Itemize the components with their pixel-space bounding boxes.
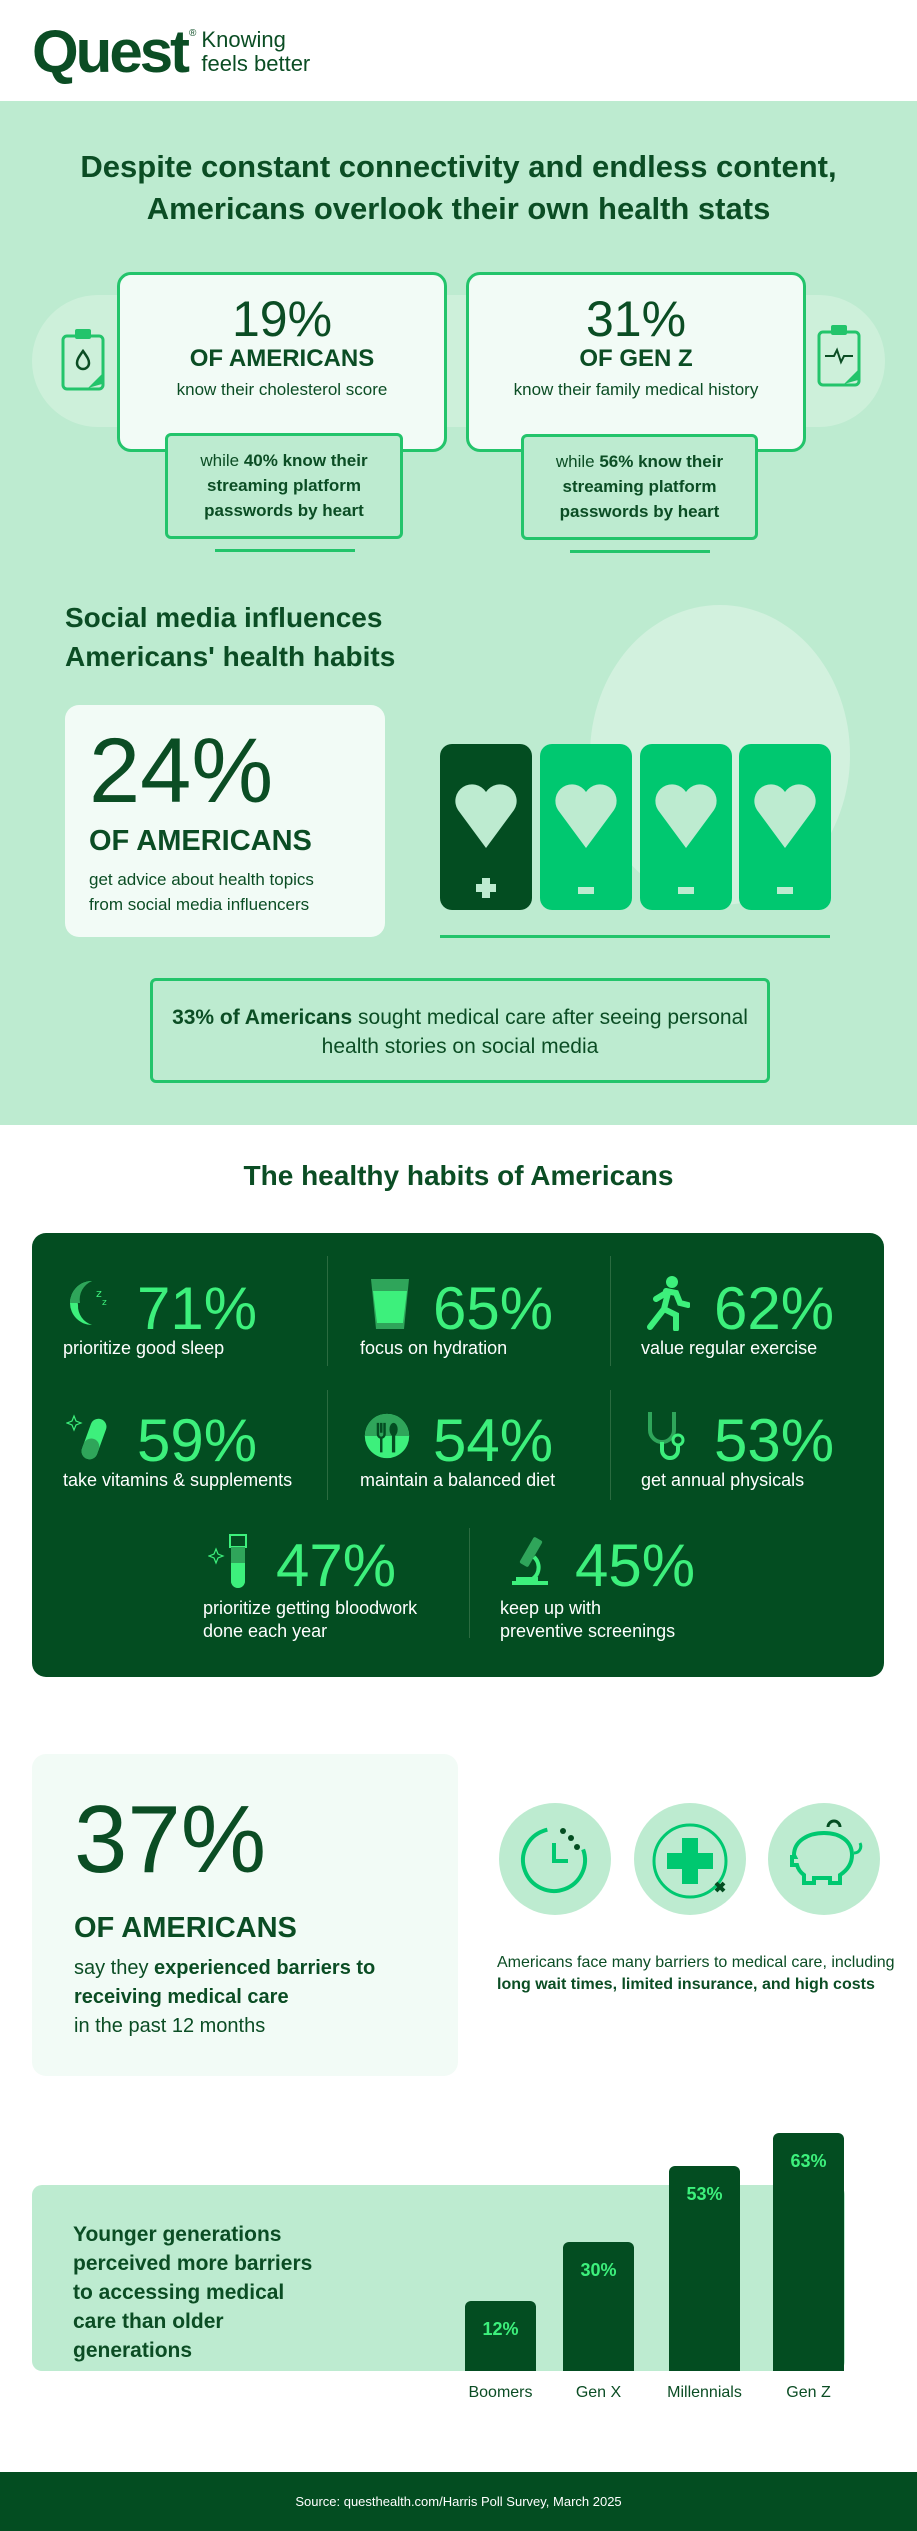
habit-label: maintain a balanced diet xyxy=(360,1470,556,1490)
stat-description: say they experienced barriers to receivi… xyxy=(74,1957,376,2037)
bar-millennials: 53% xyxy=(669,2166,740,2371)
bar-category-label: Boomers xyxy=(468,2384,533,2401)
bar-value-label: 63% xyxy=(790,2151,827,2172)
logo-registered: ® xyxy=(189,28,197,39)
stat-description: know their family medical history xyxy=(513,380,759,399)
bar-value-label: 30% xyxy=(580,2260,617,2280)
habit-percent: 47% xyxy=(276,1532,397,1599)
stat-percent: 19% xyxy=(231,291,333,347)
divider xyxy=(610,1390,611,1500)
stat-card-influencers: 24% OF AMERICANS get advice about health… xyxy=(65,705,385,937)
stat-group: OF AMERICANS xyxy=(74,1912,297,1944)
clipboard-drop-icon xyxy=(61,329,105,391)
divider xyxy=(327,1390,328,1500)
stat-group: OF AMERICANS xyxy=(89,825,312,857)
habit-label: prioritize getting bloodwork done each ye… xyxy=(203,1598,418,1641)
habit-percent: 53% xyxy=(714,1407,835,1474)
habit-label: take vitamins & supplements xyxy=(63,1470,293,1490)
phone xyxy=(540,744,632,910)
svg-text:z: z xyxy=(102,1298,107,1308)
habit-percent: 54% xyxy=(433,1407,554,1474)
heart-icon xyxy=(754,784,816,894)
clock-icon xyxy=(499,1803,611,1915)
phone xyxy=(739,744,831,910)
social-care-note: 33% of Americans sought medical care aft… xyxy=(150,978,770,1083)
habit-label: keep up with preventive screenings xyxy=(500,1598,676,1641)
intro-title: Despite constant connectivity and endles… xyxy=(80,149,837,226)
water-glass-icon xyxy=(371,1279,409,1329)
barriers-note: Americans face many barriers to medical … xyxy=(497,1954,895,1993)
habits-title: The healthy habits of Americans xyxy=(243,1160,674,1191)
stat-percent: 31% xyxy=(585,291,687,347)
bar-value-label: 12% xyxy=(482,2319,519,2340)
quest-logo: Quest ® Knowing feels better xyxy=(32,22,310,82)
microscope-icon xyxy=(512,1537,548,1585)
logo-tagline: Knowing feels better xyxy=(201,28,310,76)
bar-value-label: 53% xyxy=(686,2184,723,2205)
moon-sleep-icon: zz xyxy=(70,1281,107,1325)
habit-label: get annual physicals xyxy=(641,1470,805,1490)
stat-description: get advice about health topics from soci… xyxy=(89,870,314,914)
test-tube-icon xyxy=(208,1534,247,1588)
stat-card-barriers: 37% OF AMERICANS say they experienced ba… xyxy=(32,1754,458,2076)
divider xyxy=(469,1528,470,1638)
svg-text:z: z xyxy=(96,1287,102,1300)
habit-percent: 65% xyxy=(433,1275,554,1342)
habit-percent: 59% xyxy=(137,1407,258,1474)
stethoscope-icon xyxy=(648,1412,685,1460)
clipboard-heartbeat-icon xyxy=(817,325,861,387)
piggy-bank-icon xyxy=(768,1803,880,1915)
habit-percent: 71% xyxy=(137,1275,258,1342)
stat-group: OF GEN Z xyxy=(579,345,693,372)
comparison-box-passwords: while 56% know their streaming platform … xyxy=(521,434,758,540)
footer-source: Source: questhealth.com/Harris Poll Surv… xyxy=(0,2472,917,2531)
bar-category-label: Gen Z xyxy=(786,2384,831,2401)
heart-icon xyxy=(555,784,617,894)
tagline-line-1: Knowing xyxy=(201,27,286,52)
divider xyxy=(610,1256,611,1366)
stat-description: know their cholesterol score xyxy=(176,380,388,399)
running-person-icon xyxy=(647,1276,690,1331)
medical-cross-x-icon xyxy=(634,1803,746,1915)
logo-wordmark: Quest xyxy=(32,18,190,85)
stat-card-family-history: 31% OF GEN Z know their family medical h… xyxy=(466,272,806,452)
divider xyxy=(327,1256,328,1366)
social-title: Social media influences Americans' health… xyxy=(65,602,396,672)
stat-percent: 24% xyxy=(89,720,274,822)
stat-percent: 37% xyxy=(74,1786,267,1893)
heart-icon xyxy=(655,784,717,894)
bar-category-label: Gen X xyxy=(575,2384,622,2401)
habit-label: prioritize good sleep xyxy=(63,1338,225,1358)
phone xyxy=(640,744,732,910)
divider xyxy=(570,550,710,553)
phone-highlighted xyxy=(440,744,532,910)
divider xyxy=(440,935,830,938)
habit-label: focus on hydration xyxy=(360,1338,508,1358)
bar-gen-x: 30% xyxy=(563,2242,634,2371)
habit-label: value regular exercise xyxy=(641,1338,818,1358)
chart-title: Younger generations perceived more barri… xyxy=(73,2223,313,2362)
stat-group: OF AMERICANS xyxy=(189,345,375,372)
habit-percent: 62% xyxy=(714,1275,835,1342)
comparison-box-passwords: while 40% know their streaming platform … xyxy=(165,433,403,539)
bar-boomers: 12% xyxy=(465,2301,536,2371)
divider xyxy=(215,549,355,552)
habit-percent: 45% xyxy=(575,1532,696,1599)
bar-gen-z: 63% xyxy=(773,2133,844,2371)
pill-icon xyxy=(66,1414,107,1460)
plate-utensils-icon xyxy=(364,1413,410,1459)
stat-card-cholesterol: 19% OF AMERICANS know their cholesterol … xyxy=(117,272,447,452)
bar-category-label: Millennials xyxy=(667,2384,742,2401)
tagline-line-2: feels better xyxy=(201,51,311,76)
heart-icon xyxy=(455,784,517,898)
